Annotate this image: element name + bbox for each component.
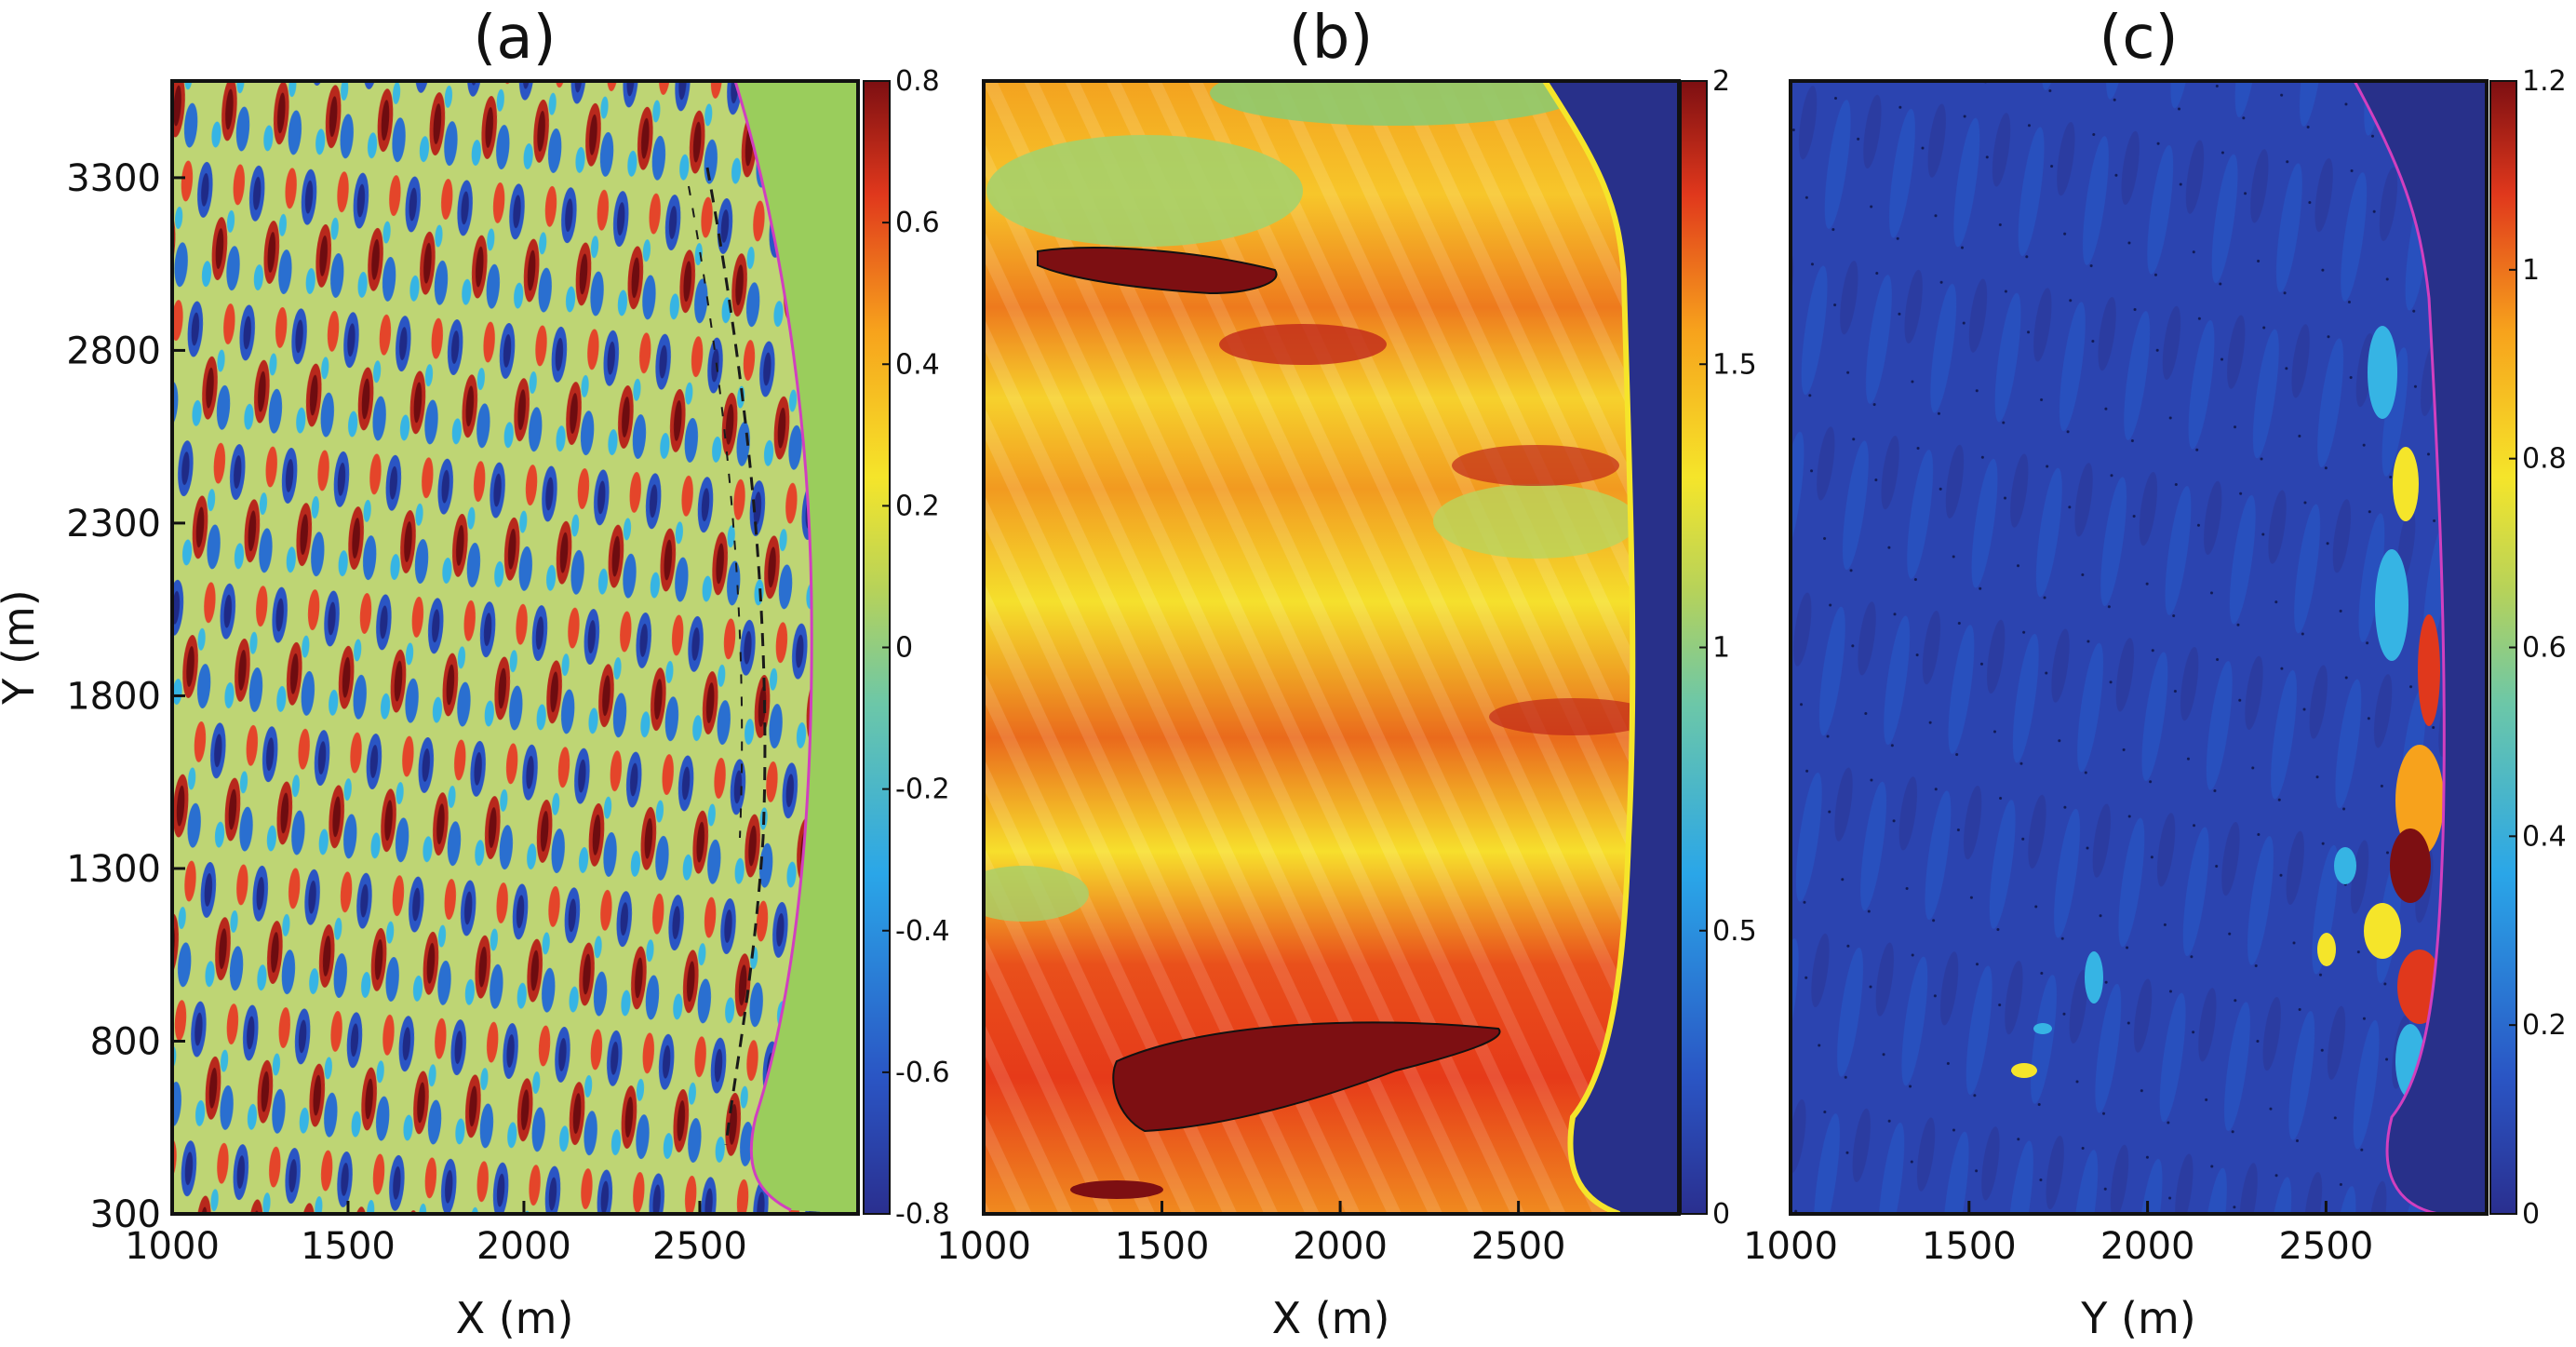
panel-b-xtick-label-2: 2000 (1293, 1225, 1388, 1268)
panel-b-land (1545, 81, 1679, 1214)
panel-c-land (2355, 81, 2487, 1214)
panel-a-ytick-label-4: 2300 (66, 503, 161, 546)
panel-a-land (735, 81, 858, 1214)
panel-c-xtick-label-2: 2000 (2100, 1225, 2195, 1268)
panel-c-cbar-tick-label-0: 0 (2522, 1198, 2540, 1231)
panel-a-xtick-label-3: 2500 (652, 1225, 747, 1268)
panel-b-xtick-label-3: 2500 (1471, 1225, 1566, 1268)
panel-b-xtick-label-1: 1500 (1115, 1225, 1210, 1268)
panel-c-xtick-label-0: 1000 (1743, 1225, 1838, 1268)
panel-a-shoreline (733, 81, 813, 1212)
panel-a-ylabel: Y (m) (0, 589, 44, 705)
panel-a-cbar-tick-label-5: 0.2 (895, 490, 940, 522)
panel-b-cbar-tick-label-1: 0.5 (1712, 915, 1757, 948)
panel-a-cbar-tick-label-3: -0.2 (895, 774, 950, 806)
panel-c-surfzone (2011, 326, 2444, 1098)
panel-c-cbar-tick-label-4: 0.8 (2522, 443, 2567, 476)
panel-b-cbar-tick-label-4: 2 (1712, 65, 1730, 98)
panel-c-cbar-tick-label-3: 0.6 (2522, 632, 2567, 665)
panel-c-cbar-tick-label-6: 1.2 (2522, 65, 2567, 98)
panel-c: (c) (1743, 4, 2567, 1343)
panel-a-cbar-tick-label-2: -0.4 (895, 915, 950, 948)
panel-a-ytick-label-0: 300 (90, 1193, 161, 1236)
panel-c-title: (c) (2099, 4, 2178, 73)
panel-a-cbar-tick-label-0: -0.8 (895, 1198, 950, 1231)
panel-a-xtick-label-0: 1000 (125, 1225, 220, 1268)
panel-b-xtick-label-0: 1000 (936, 1225, 1031, 1268)
panel-c-xtick-label-1: 1500 (1922, 1225, 2017, 1268)
panel-a-cbar-tick-label-6: 0.4 (895, 348, 940, 381)
panel-b-cbar-tick-label-3: 1.5 (1712, 348, 1757, 381)
panel-c-field (1791, 81, 2487, 1214)
panel-c-shoreline (2353, 81, 2446, 1214)
panel-a: (a) 1000 1500 2000 2500 300 800 1300 1800 2300 28… (0, 4, 950, 1343)
panel-c-xlabel: Y (m) (2080, 1293, 2195, 1343)
panel-a-title: (a) (473, 4, 556, 73)
panel-a-ytick-label-6: 3300 (66, 157, 161, 200)
panel-a-field (172, 81, 858, 1214)
panel-c-cbar-tick-label-5: 1 (2522, 254, 2540, 287)
panel-b-field (984, 81, 1679, 1214)
panel-b-xlabel: X (m) (1272, 1293, 1390, 1343)
panel-a-ytick-label-2: 1300 (66, 848, 161, 891)
panel-c-cbar-tick-label-1: 0.2 (2522, 1009, 2567, 1042)
panel-a-xtick-label-2: 2000 (476, 1225, 571, 1268)
panel-a-xtick-label-1: 1500 (301, 1225, 396, 1268)
panel-b-cbar-tick-label-0: 0 (1712, 1198, 1730, 1231)
panel-a-cbar-tick-label-8: 0.8 (895, 65, 940, 98)
panel-a-ytick-label-3: 1800 (66, 675, 161, 718)
panel-c-cbar-tick-label-2: 0.4 (2522, 820, 2567, 853)
panel-a-ytick-label-1: 800 (90, 1020, 161, 1063)
panel-a-xlabel: X (m) (456, 1293, 574, 1343)
panel-b-title: (b) (1289, 4, 1374, 73)
panel-a-cbar-tick-label-1: -0.6 (895, 1057, 950, 1089)
panel-b-cbar-tick-label-2: 1 (1712, 632, 1730, 665)
panel-b: (b) 1000 1500 2000 2500 X (m) 0 0.5 1 1.5 2 (936, 4, 1757, 1343)
panel-a-ytick-label-5: 2800 (66, 330, 161, 372)
panel-a-cbar-tick-label-4: 0 (895, 632, 913, 665)
panel-b-shoreline (1542, 81, 1636, 1214)
panel-c-xtick-label-3: 2500 (2278, 1225, 2373, 1268)
panel-a-cbar-tick-label-7: 0.6 (895, 207, 940, 239)
